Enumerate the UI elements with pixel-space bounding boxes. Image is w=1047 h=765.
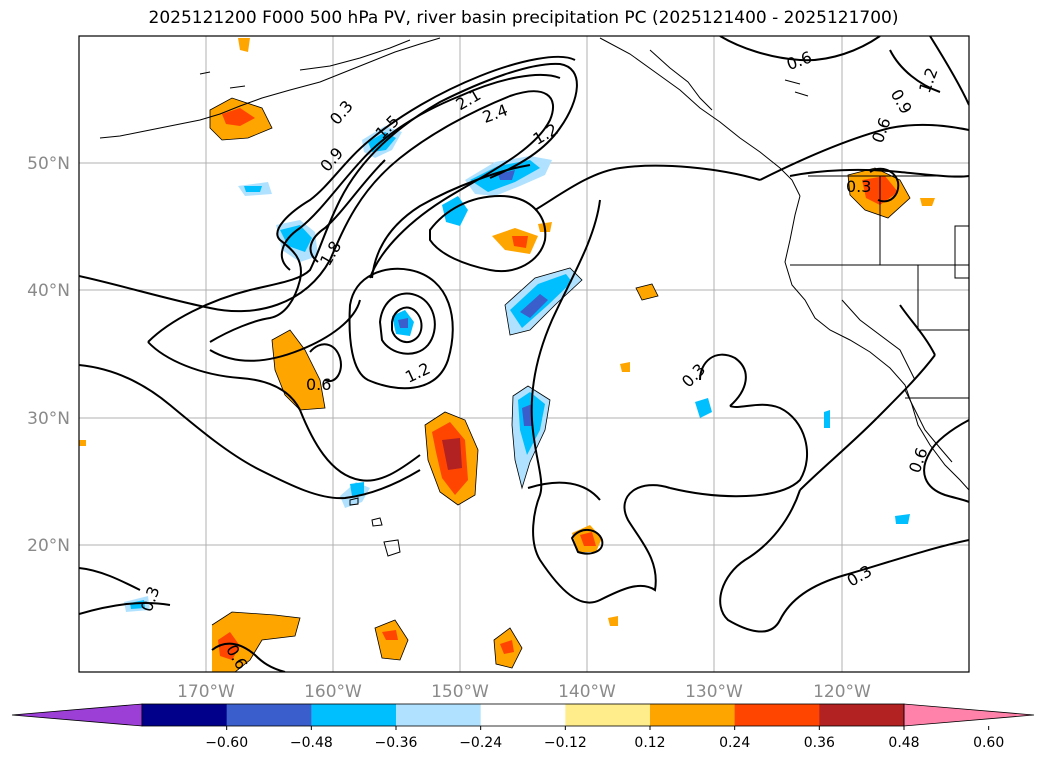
colorbar-tick-label: 0.60 (973, 735, 1004, 751)
colorbar-tick-label: 0.12 (634, 735, 665, 751)
lat-tick-label: 40°N (27, 281, 70, 301)
colorbar-tick-label: −0.36 (375, 735, 418, 751)
shading-outlines (209, 97, 911, 672)
colorbar-bin (480, 704, 566, 726)
lon-tick-label: 160°W (304, 682, 362, 702)
map-panel (79, 36, 969, 672)
contour-label: 0.3 (846, 177, 871, 196)
pv-contours (79, 36, 969, 672)
colorbar-bin (650, 704, 736, 726)
lon-tick-label: 150°W (431, 682, 489, 702)
lon-tick-label: 140°W (558, 682, 616, 702)
contour-label: 0.6 (306, 375, 331, 394)
lat-tick-label: 20°N (27, 536, 70, 556)
colorbar-bin (226, 704, 312, 726)
colorbar: −0.60 −0.48 −0.36 −0.24 −0.12 0.12 0.24 0.36 0.4… (11, 703, 1035, 751)
lat-tick-label: 30°N (27, 409, 70, 429)
colorbar-extend-high (903, 703, 1035, 727)
colorbar-bin (142, 704, 228, 726)
lat-tick-label: 50°N (27, 154, 70, 174)
colorbar-tick-label: −0.48 (290, 735, 333, 751)
colorbar-bin (311, 704, 397, 726)
colorbar-tick-label: 0.24 (719, 735, 750, 751)
colorbar-bin (819, 704, 905, 726)
colorbar-tick-label: −0.24 (459, 735, 502, 751)
colorbar-tick-label: 0.48 (888, 735, 919, 751)
lon-tick-label: 130°W (685, 682, 743, 702)
map-border (78, 35, 970, 673)
colorbar-bin (396, 704, 482, 726)
colorbar-extend-low (11, 703, 143, 727)
colorbar-bin (734, 704, 820, 726)
lon-tick-label: 120°W (813, 682, 871, 702)
map-title: 2025121200 F000 500 hPa PV, river basin … (148, 8, 899, 28)
lon-tick-label: 170°W (177, 682, 235, 702)
colorbar-tick-label: 0.36 (804, 735, 835, 751)
longitude-labels: 170°W 160°W 150°W 140°W 130°W 120°W (177, 682, 871, 702)
colorbar-bin (565, 704, 651, 726)
colorbar-tick-label: −0.12 (544, 735, 587, 751)
colorbar-tick-label: −0.60 (205, 735, 248, 751)
colorbar-frame (141, 703, 905, 727)
latitude-labels: 50°N 40°N 30°N 20°N (27, 154, 70, 556)
